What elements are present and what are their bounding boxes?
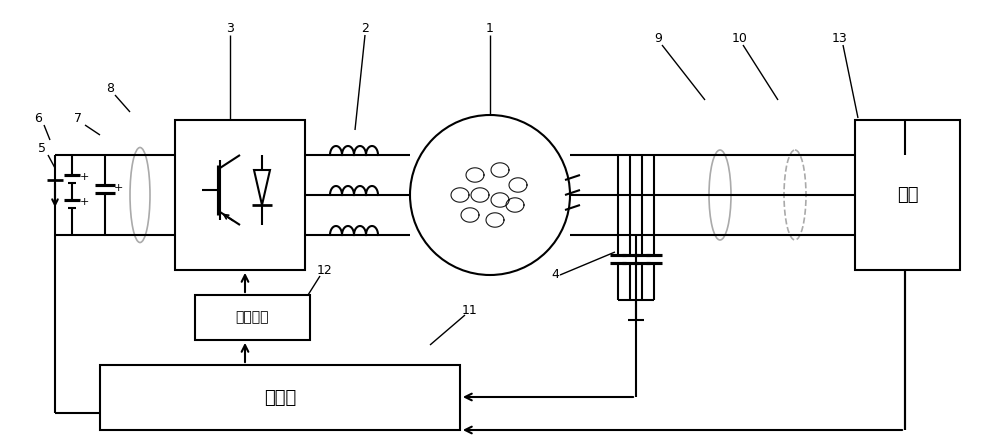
Text: 11: 11 xyxy=(462,303,478,317)
Bar xyxy=(855,120,960,270)
Text: 10: 10 xyxy=(732,32,748,45)
Bar xyxy=(195,295,310,340)
Text: 9: 9 xyxy=(654,32,662,45)
Text: 控制器: 控制器 xyxy=(264,388,296,406)
Text: 12: 12 xyxy=(317,264,333,277)
Text: 3: 3 xyxy=(226,21,234,34)
Text: +: + xyxy=(79,197,89,207)
Text: 驱动电路: 驱动电路 xyxy=(236,310,269,325)
Text: 5: 5 xyxy=(38,141,46,154)
Text: 7: 7 xyxy=(74,112,82,124)
Text: 2: 2 xyxy=(361,21,369,34)
Text: 1: 1 xyxy=(486,21,494,34)
Text: 负载: 负载 xyxy=(897,186,918,204)
Text: 13: 13 xyxy=(832,32,848,45)
Text: +: + xyxy=(113,183,123,193)
Text: +: + xyxy=(79,172,89,182)
Text: 4: 4 xyxy=(551,268,559,281)
Text: 6: 6 xyxy=(34,112,42,124)
Bar xyxy=(100,365,460,430)
Bar xyxy=(175,120,305,270)
Text: 8: 8 xyxy=(106,82,114,95)
